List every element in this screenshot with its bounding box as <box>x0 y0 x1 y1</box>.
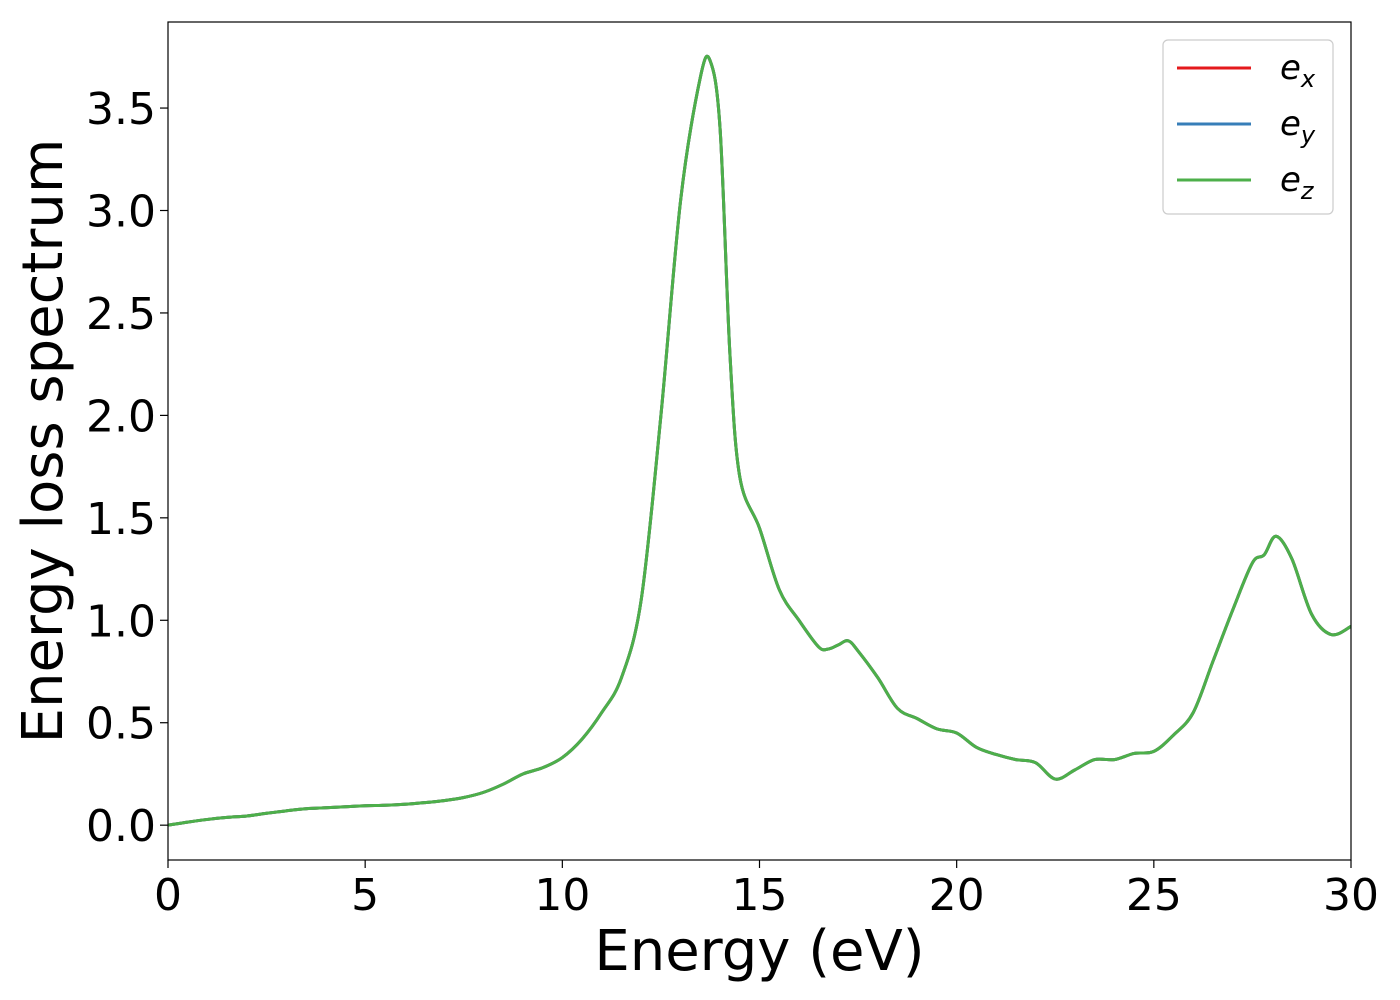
x-tick-label: 5 <box>351 870 379 921</box>
x-axis: 0 5 10 15 20 25 30 <box>154 860 1379 921</box>
x-tick-label: 10 <box>534 870 590 921</box>
x-tick-label: 25 <box>1126 870 1182 921</box>
series-layer <box>168 54 1351 827</box>
series-line-ez <box>168 54 1351 827</box>
x-tick-label: 30 <box>1323 870 1379 921</box>
x-tick-label: 0 <box>154 870 182 921</box>
y-tick-label: 0.0 <box>86 801 156 852</box>
y-tick-label: 2.5 <box>86 289 156 340</box>
y-tick-label: 0.5 <box>86 699 156 750</box>
y-tick-label: 1.0 <box>86 596 156 647</box>
x-axis-label: Energy (eV) <box>594 919 924 984</box>
y-axis-label: Energy loss spectrum <box>11 139 76 744</box>
x-tick-label: 20 <box>929 870 985 921</box>
y-axis: 0.0 0.5 1.0 1.5 2.0 2.5 3.0 3.5 <box>86 84 168 852</box>
x-tick-label: 15 <box>732 870 788 921</box>
y-tick-label: 1.5 <box>86 494 156 545</box>
y-tick-label: 3.0 <box>86 186 156 237</box>
y-tick-label: 2.0 <box>86 391 156 442</box>
legend-box <box>1162 39 1334 215</box>
y-tick-label: 3.5 <box>86 84 156 135</box>
